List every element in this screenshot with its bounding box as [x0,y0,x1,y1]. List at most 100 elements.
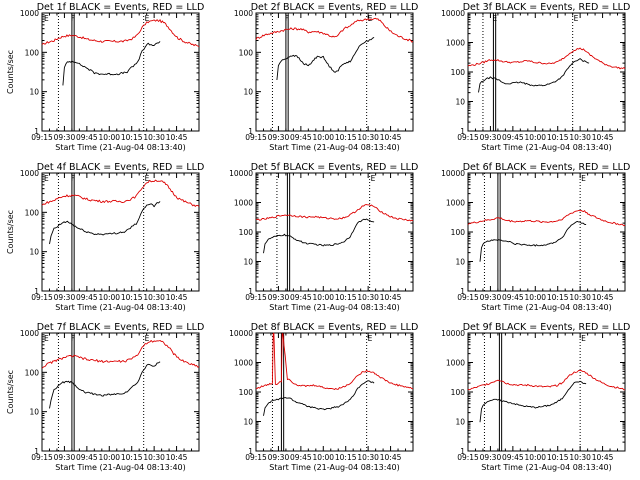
y-tick-label: 10000 [441,169,465,178]
lld-series-line [467,210,626,227]
x-tick-label: 09:45 [502,293,524,302]
y-tick-label: 10 [455,98,465,107]
x-axis-label: Start Time (21-Aug-04 08:13:40) [55,303,186,312]
x-tick-label: 10:45 [380,293,402,302]
events-series-line [276,37,375,81]
panel-det-4f: Det 4f BLACK = Events, RED = LLD 1 10 100 10… [6,162,204,312]
x-tick-label: 09:15 [245,133,267,142]
y-tick-label: 1 [34,127,39,136]
x-tick-label: 09:15 [245,453,267,462]
x-tick-label: 09:30 [54,453,76,462]
x-tick-label: 09:30 [268,133,290,142]
y-tick-label: 10000 [441,329,465,338]
plot-frame [41,172,200,292]
x-tick-label: 10:15 [121,293,143,302]
event-annotation: F [285,14,289,23]
x-tick-label: 10:30 [569,293,591,302]
y-tick-label: 1 [460,127,465,136]
x-tick-label: 09:45 [290,293,312,302]
y-tick-label: 1 [460,287,465,296]
x-tick-label: 10:00 [524,453,546,462]
x-tick-label: 09:45 [76,453,98,462]
x-tick-label: 09:15 [31,133,53,142]
plot-frame [467,12,626,132]
x-tick-label: 10:45 [380,453,402,462]
x-tick-label: 10:45 [592,133,614,142]
x-tick-label: 10:00 [524,293,546,302]
y-axis-label: Counts/sec [6,50,15,94]
event-annotation: E [492,14,497,23]
y-tick-label: 1 [248,287,253,296]
y-tick-label: 1000 [20,9,39,18]
x-tick-label: 10:00 [98,293,120,302]
events-series-line [62,41,161,86]
x-tick-label: 09:30 [54,133,76,142]
x-axis-label: Start Time (21-Aug-04 08:13:40) [269,143,400,152]
event-annotation: F [71,334,75,343]
x-tick-label: 10:30 [143,453,165,462]
x-tick-label: 10:15 [121,453,143,462]
y-tick-label: 1000 [446,199,465,208]
y-tick-label: 100 [239,48,254,57]
x-tick-label: 10:30 [143,293,165,302]
y-tick-label: 10000 [229,169,253,178]
x-tick-label: 10:30 [357,293,379,302]
y-tick-label: 1000 [446,39,465,48]
x-tick-label: 09:45 [290,133,312,142]
x-tick-label: 09:30 [268,293,290,302]
y-tick-label: 100 [451,68,466,77]
x-tick-label: 10:15 [121,133,143,142]
event-annotation: F [71,14,75,23]
panel-title: Det 4f BLACK = Events, RED = LLD [37,162,205,173]
x-tick-label: 10:15 [335,133,357,142]
event-annotation: E [368,334,373,343]
event-annotation: E [44,334,49,343]
plot-frame [255,12,414,132]
plot-frame [41,332,200,452]
event-annotation: E [368,14,373,23]
x-tick-label: 10:15 [335,453,357,462]
x-tick-label: 09:45 [76,293,98,302]
events-series-line [263,380,375,416]
x-tick-label: 10:30 [569,133,591,142]
x-tick-label: 09:15 [457,293,479,302]
panel-det-3f: Det 3f BLACK = Events, RED = LLD 1 10 100 10… [441,2,630,152]
x-axis-label: Start Time (21-Aug-04 08:13:40) [481,463,612,472]
x-tick-label: 10:00 [312,453,334,462]
y-axis-label: Counts/sec [6,370,15,414]
y-tick-label: 1 [248,127,253,136]
y-tick-label: 100 [25,368,40,377]
y-tick-label: 10000 [229,329,253,338]
x-axis-label: Start Time (21-Aug-04 08:13:40) [269,463,400,472]
x-tick-label: 10:15 [547,293,569,302]
panel-title: Det 2f BLACK = Events, RED = LLD [251,2,419,13]
x-tick-label: 10:45 [166,453,188,462]
x-tick-label: 09:15 [457,133,479,142]
x-tick-label: 09:30 [268,453,290,462]
y-tick-label: 10 [29,408,39,417]
y-tick-label: 100 [451,388,466,397]
lld-series-line [41,179,200,207]
x-axis-label: Start Time (21-Aug-04 08:13:40) [55,143,186,152]
x-tick-label: 10:45 [592,453,614,462]
y-tick-label: 1 [34,447,39,456]
x-tick-label: 10:30 [143,133,165,142]
panel-title: Det 1f BLACK = Events, RED = LLD [37,2,205,13]
lld-series-line [255,332,414,390]
panel-det-7f: Det 7f BLACK = Events, RED = LLD 1 10 100 10… [6,322,204,472]
y-tick-label: 100 [239,388,254,397]
y-tick-label: 1000 [234,9,253,18]
event-annotation: F [71,174,75,183]
y-tick-label: 1 [248,447,253,456]
y-tick-label: 10 [29,248,39,257]
x-tick-label: 10:00 [312,293,334,302]
x-tick-label: 10:15 [547,133,569,142]
y-tick-label: 1000 [234,199,253,208]
event-annotation: E [145,334,150,343]
panel-title: Det 8f BLACK = Events, RED = LLD [251,322,419,333]
x-tick-label: 09:15 [457,453,479,462]
y-tick-label: 100 [451,228,466,237]
x-tick-label: 10:00 [312,133,334,142]
y-tick-label: 1000 [234,359,253,368]
